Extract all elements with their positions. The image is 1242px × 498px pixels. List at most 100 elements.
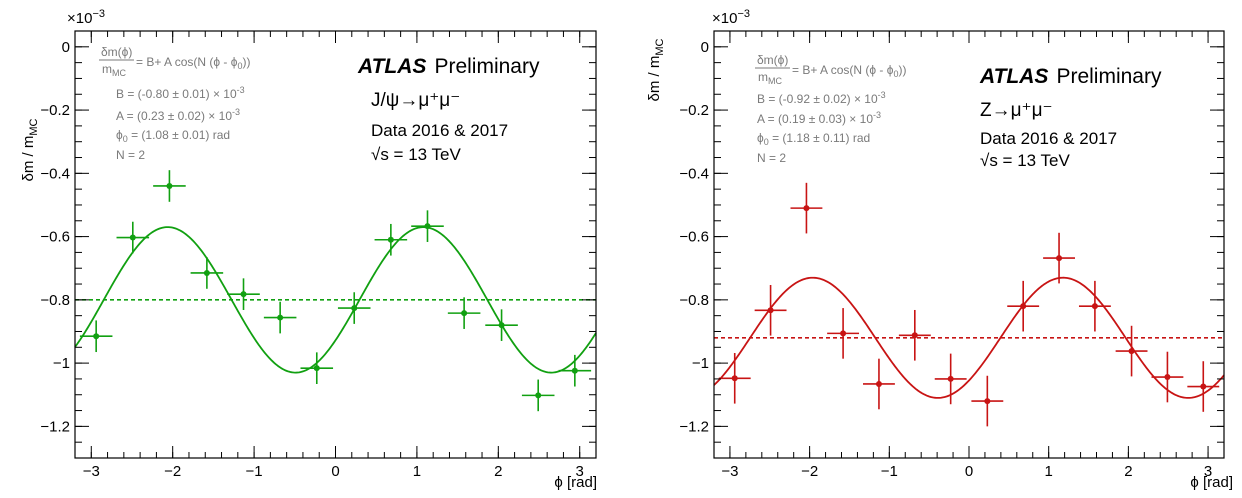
fit-curve — [74, 226, 597, 374]
data-marker — [911, 332, 918, 339]
fit-denominator: mMC — [102, 62, 126, 78]
data-point — [827, 308, 860, 359]
x-tick-label: 3 — [576, 463, 584, 480]
data-point — [1078, 280, 1111, 332]
x-tick-label: 3 — [1204, 463, 1212, 480]
data-point — [934, 353, 967, 405]
y-tick-label: −1 — [692, 355, 709, 372]
data-point — [1115, 325, 1148, 377]
data-marker — [387, 236, 394, 243]
data-marker — [875, 380, 882, 387]
data-marker — [93, 333, 100, 340]
chart-right: −3 −2 −1 0 1 2 30−0.2−0.4−0.6−0.8−1−1.2 ×10−3 … — [646, 8, 1233, 491]
data-point — [374, 223, 408, 256]
fit-param-B: B = (-0.92 ± 0.02) × 10-3 — [757, 90, 886, 106]
y-axis-title: δm / mMC — [20, 118, 40, 181]
data-point — [153, 170, 186, 202]
fit-numerator: δm(ϕ) — [757, 53, 788, 67]
fit-curve — [713, 276, 1225, 399]
process-label: Z→μ⁺μ⁻ — [980, 100, 1053, 121]
data-point — [558, 354, 592, 387]
data-point — [263, 301, 297, 334]
y-axis-title: δm / mMC — [646, 38, 666, 101]
y-tick-label: −0.4 — [679, 165, 709, 182]
dataset-label: Data 2016 & 2017 — [980, 129, 1117, 148]
fit-param-B: B = (-0.80 ± 0.01) × 10-3 — [116, 85, 245, 101]
fit-parameters-box: δm(ϕ) mMC = B+ A cos(N (ϕ - ϕ0)) B = (-0… — [99, 45, 251, 162]
x-tick-label: −3 — [83, 463, 100, 480]
y-tick-label: −0.2 — [679, 102, 709, 119]
data-point — [227, 278, 260, 310]
y-tick-label: 0 — [62, 39, 70, 56]
chart-left: −3 −2 −1 0 1 2 30−0.2−0.4−0.6−0.8−1−1.2 ×10−3 … — [20, 8, 597, 491]
data-point — [79, 320, 113, 353]
process-label: J/ψ→μ⁺μ⁻ — [371, 90, 460, 111]
data-marker — [1091, 303, 1098, 310]
x-tick-label: 0 — [965, 463, 973, 480]
y-tick-label: −0.2 — [40, 102, 70, 119]
data-marker — [498, 322, 505, 329]
y-tick-label: −0.4 — [40, 165, 70, 182]
x-tick-label: −2 — [801, 463, 818, 480]
atlas-label: ATLAS Preliminary — [979, 65, 1162, 88]
data-point — [411, 210, 444, 242]
data-marker — [840, 330, 847, 337]
data-point — [1043, 232, 1075, 284]
x-tick-label: −3 — [721, 463, 738, 480]
fit-curve-layer — [713, 276, 1225, 399]
fit-numerator: δm(ϕ) — [101, 45, 132, 59]
energy-label: √s = 13 TeV — [371, 145, 461, 164]
fit-param-N: N = 2 — [757, 151, 786, 165]
fit-param-phi0: ϕ0 = (1.18 ± 0.11) rad — [757, 131, 870, 147]
data-point — [1187, 361, 1220, 412]
x-axis-title: ϕ [rad] — [554, 474, 597, 491]
y-tick-label: 0 — [701, 39, 709, 56]
fit-formula: = B+ A cos(N (ϕ - ϕ0)) — [136, 55, 251, 71]
data-marker — [129, 234, 136, 241]
data-point — [1007, 280, 1040, 332]
x-tick-label: 2 — [1124, 463, 1132, 480]
x-axis-title: ϕ [rad] — [1190, 474, 1233, 491]
fit-param-A: A = (0.23 ± 0.02) × 10-3 — [116, 107, 240, 123]
y-tick-label: −0.8 — [40, 292, 70, 309]
x-tick-label: 2 — [494, 463, 502, 480]
fit-parameters-box: δm(ϕ) mMC = B+ A cos(N (ϕ - ϕ0)) B = (-0… — [755, 53, 907, 165]
data-point — [447, 297, 481, 329]
data-point — [300, 352, 334, 384]
data-marker — [571, 367, 578, 374]
axis-ticks-layer: −3 −2 −1 0 1 2 3 0 −0.2 −0.4 −0.6 −0.8 −1 −1.2 — [679, 30, 1225, 480]
y-tick-label: −0.6 — [679, 229, 709, 246]
fit-denominator: mMC — [758, 70, 782, 86]
data-marker — [535, 392, 542, 399]
data-marker — [240, 291, 247, 298]
data-marker — [313, 365, 320, 372]
data-point — [971, 375, 1004, 427]
data-marker — [1020, 303, 1027, 310]
x-tick-label: 1 — [413, 463, 421, 480]
data-marker — [767, 307, 774, 314]
data-marker — [461, 310, 468, 317]
y-tick-label: −1 — [53, 355, 70, 372]
data-marker — [803, 205, 810, 212]
data-marker — [1056, 255, 1063, 262]
energy-label: √s = 13 TeV — [980, 151, 1070, 170]
fit-formula: = B+ A cos(N (ϕ - ϕ0)) — [792, 63, 907, 79]
y-tick-label: −0.8 — [679, 292, 709, 309]
axis-ticks-layer: −3 −2 −1 0 1 2 3 0 −0.2 −0.4 −0.6 −0.8 −1 −1.2 — [40, 30, 597, 480]
data-marker — [947, 375, 954, 382]
data-point — [337, 292, 371, 324]
data-marker — [1200, 383, 1207, 390]
data-marker — [277, 314, 284, 321]
data-marker — [731, 375, 738, 382]
y-multiplier: ×10−3 — [712, 8, 750, 27]
data-point — [898, 309, 931, 361]
data-marker — [1164, 374, 1171, 381]
y-tick-label: −1.2 — [40, 418, 70, 435]
data-point — [754, 284, 787, 336]
x-tick-label: −2 — [164, 463, 181, 480]
data-marker — [1128, 348, 1135, 355]
dataset-label: Data 2016 & 2017 — [371, 121, 508, 140]
data-point — [485, 309, 518, 341]
data-marker — [166, 182, 173, 189]
data-marker — [984, 398, 991, 405]
